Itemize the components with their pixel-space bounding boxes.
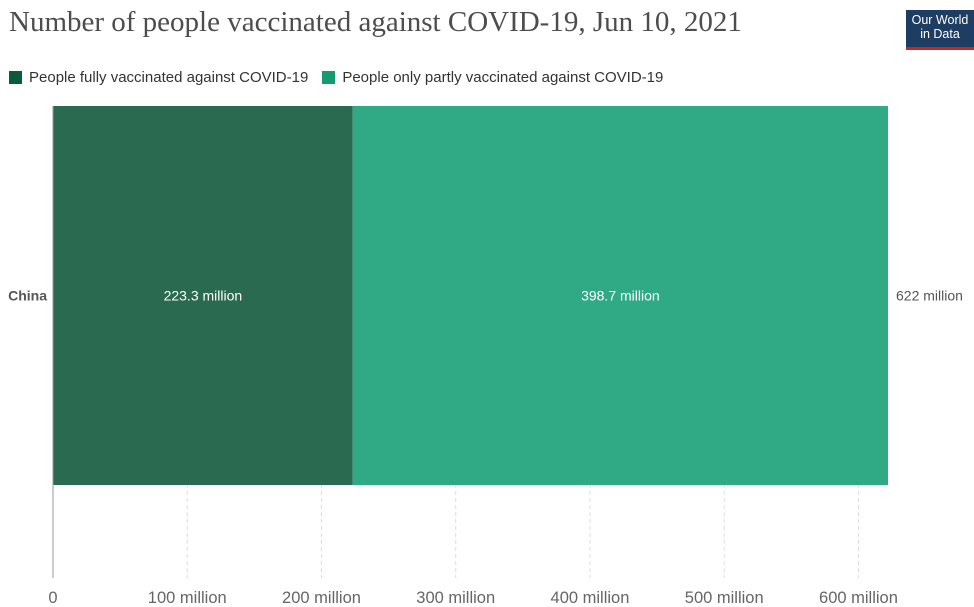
- x-tick-label-500: 500 million: [685, 589, 764, 607]
- data-label-partly: 398.7 million: [581, 288, 660, 304]
- x-tick-label-200: 200 million: [282, 589, 361, 607]
- bar-segment-fully[interactable]: [53, 106, 353, 485]
- x-tick-label-100: 100 million: [148, 589, 227, 607]
- legend-item-partly[interactable]: People only partly vaccinated against CO…: [322, 69, 663, 86]
- data-label-fully: 223.3 million: [164, 288, 243, 304]
- bar-segment-partly[interactable]: [352, 106, 888, 485]
- logo-line-2: in Data: [920, 27, 960, 41]
- chart-title: Number of people vaccinated against COVI…: [9, 6, 742, 38]
- owid-logo[interactable]: Our World in Data: [906, 10, 974, 50]
- x-tick-label-400: 400 million: [551, 589, 630, 607]
- category-label-china: China: [8, 288, 47, 304]
- legend-swatch-fully: [9, 71, 22, 84]
- legend-swatch-partly: [322, 71, 336, 84]
- total-label: 622 million: [896, 288, 963, 304]
- x-tick-label-300: 300 million: [416, 589, 495, 607]
- legend-label-partly: People only partly vaccinated against CO…: [342, 69, 664, 86]
- logo-line-1: Our World: [911, 13, 969, 27]
- x-tick-label-600: 600 million: [819, 589, 898, 607]
- legend-label-fully: People fully vaccinated against COVID-19: [29, 69, 309, 86]
- chart-legend: People fully vaccinated against COVID-19…: [9, 69, 677, 86]
- legend-item-fully[interactable]: People fully vaccinated against COVID-19: [9, 69, 308, 86]
- x-tick-label-0: 0: [48, 589, 57, 607]
